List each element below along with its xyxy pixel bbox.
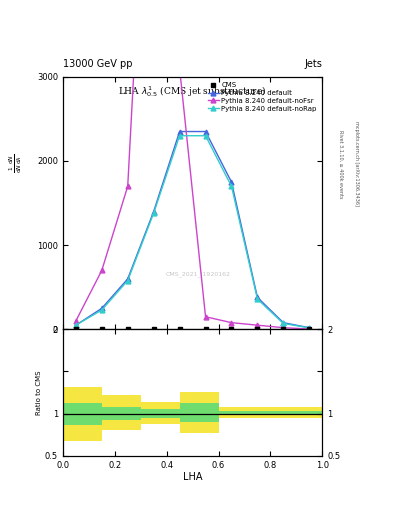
Pythia 8.240 default	[255, 294, 260, 301]
Text: 13000 GeV pp: 13000 GeV pp	[63, 59, 132, 69]
Pythia 8.240 default-noFsr	[73, 318, 78, 324]
Pythia 8.240 default	[73, 322, 78, 328]
CMS	[73, 326, 78, 332]
Legend: CMS, Pythia 8.240 default, Pythia 8.240 default-noFsr, Pythia 8.240 default-noRa: CMS, Pythia 8.240 default, Pythia 8.240 …	[206, 80, 319, 114]
Pythia 8.240 default-noRap	[73, 322, 78, 328]
Pythia 8.240 default	[177, 129, 182, 135]
Line: Pythia 8.240 default-noRap: Pythia 8.240 default-noRap	[73, 133, 312, 330]
CMS	[203, 326, 208, 332]
Pythia 8.240 default	[203, 129, 208, 135]
Pythia 8.240 default-noRap	[151, 210, 156, 216]
Pythia 8.240 default-noFsr	[255, 322, 260, 328]
Text: Rivet 3.1.10, ≥ 400k events: Rivet 3.1.10, ≥ 400k events	[338, 130, 343, 198]
Text: CMS_2021_I1920162: CMS_2021_I1920162	[165, 271, 230, 276]
Pythia 8.240 default-noRap	[255, 296, 260, 302]
Pythia 8.240 default-noFsr	[99, 267, 104, 273]
CMS	[307, 326, 312, 332]
Pythia 8.240 default	[307, 325, 312, 331]
Pythia 8.240 default-noRap	[125, 278, 130, 284]
Line: CMS: CMS	[73, 327, 312, 332]
CMS	[125, 326, 130, 332]
Pythia 8.240 default-noFsr	[177, 66, 182, 72]
Pythia 8.240 default	[125, 276, 130, 282]
Text: Jets: Jets	[305, 59, 322, 69]
Pythia 8.240 default-noRap	[307, 325, 312, 331]
CMS	[177, 326, 182, 332]
Y-axis label: Ratio to CMS: Ratio to CMS	[36, 370, 42, 415]
Pythia 8.240 default-noRap	[229, 183, 234, 189]
Text: mcplots.cern.ch [arXiv:1306.3436]: mcplots.cern.ch [arXiv:1306.3436]	[354, 121, 359, 206]
Pythia 8.240 default-noRap	[281, 321, 286, 327]
Pythia 8.240 default-noFsr	[281, 325, 286, 331]
X-axis label: LHA: LHA	[183, 472, 202, 482]
Pythia 8.240 default-noRap	[99, 307, 104, 313]
Pythia 8.240 default-noFsr	[125, 183, 130, 189]
CMS	[281, 326, 286, 332]
CMS	[151, 326, 156, 332]
Text: $\frac{1}{\mathrm{d}N}\frac{\mathrm{d}N}{\mathrm{d}\lambda}$: $\frac{1}{\mathrm{d}N}\frac{\mathrm{d}N}…	[7, 154, 24, 174]
Line: Pythia 8.240 default: Pythia 8.240 default	[73, 129, 312, 330]
Pythia 8.240 default-noFsr	[307, 326, 312, 332]
CMS	[99, 326, 104, 332]
Pythia 8.240 default	[99, 305, 104, 311]
CMS	[255, 326, 260, 332]
CMS	[229, 326, 234, 332]
Pythia 8.240 default-noRap	[203, 133, 208, 139]
Pythia 8.240 default	[281, 319, 286, 326]
Pythia 8.240 default-noFsr	[229, 319, 234, 326]
Pythia 8.240 default-noFsr	[203, 314, 208, 320]
Pythia 8.240 default	[229, 179, 234, 185]
Line: Pythia 8.240 default-noFsr: Pythia 8.240 default-noFsr	[73, 0, 312, 331]
Text: LHA $\lambda^{1}_{0.5}$ (CMS jet substructure): LHA $\lambda^{1}_{0.5}$ (CMS jet substru…	[118, 84, 267, 99]
Pythia 8.240 default	[151, 208, 156, 215]
Pythia 8.240 default-noRap	[177, 133, 182, 139]
